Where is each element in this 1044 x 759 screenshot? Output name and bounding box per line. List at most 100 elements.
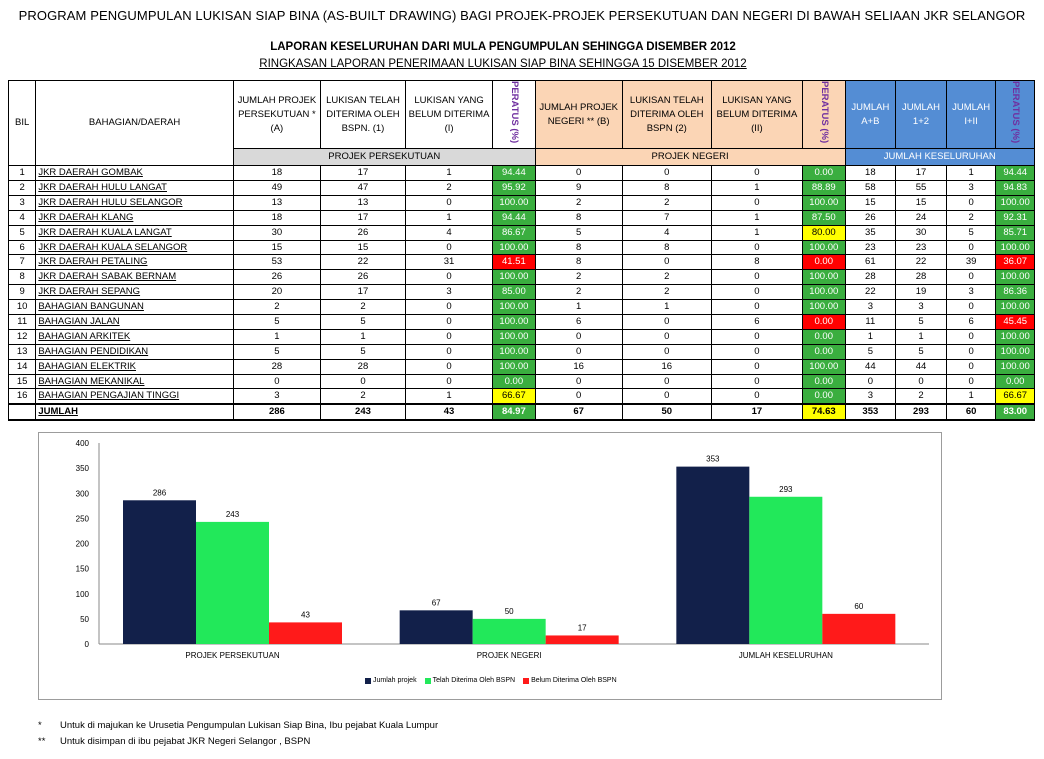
cell-bil: 13 <box>7 343 37 360</box>
y-tick-label: 0 <box>85 640 90 649</box>
cell-t12: 55 <box>895 180 947 196</box>
total-b: 67 <box>534 403 623 422</box>
cell-nii: 0 <box>710 328 803 345</box>
cell-nii: 0 <box>710 239 803 256</box>
cell-p3: 100.00 <box>995 269 1035 286</box>
cell-t12: 0 <box>895 373 947 390</box>
x-category-label: PROJEK NEGERI <box>477 651 542 660</box>
bar-value-label: 50 <box>505 607 514 616</box>
cell-nii: 6 <box>710 314 803 330</box>
table-row: 11 BAHAGIAN JALAN 5 5 0 100.00 6 0 6 0.00 11 5 6 45.4… <box>7 314 1035 330</box>
cell-n2: 4 <box>621 224 712 241</box>
cell-b: 1 <box>534 299 623 316</box>
cell-fi: 0 <box>404 358 494 375</box>
cell-bil: 7 <box>7 254 37 271</box>
legend-item: Telah Diterima Oleh BSPN <box>424 677 515 684</box>
header-fed-a: JUMLAH PROJEK PERSEKUTUAN * (A) <box>232 79 321 150</box>
header-tot-ab: JUMLAH A+B <box>844 79 897 150</box>
cell-p3: 100.00 <box>995 194 1035 211</box>
total-nii: 17 <box>710 403 803 422</box>
cell-ab: 23 <box>844 239 897 256</box>
cell-p1: 95.92 <box>492 180 536 196</box>
cell-tiii: 39 <box>945 254 997 271</box>
cell-bil: 10 <box>7 299 37 316</box>
cell-fi: 1 <box>404 209 494 226</box>
legend-item: Jumlah projek <box>365 677 417 684</box>
table-row: 9 JKR DAERAH SEPANG 20 17 3 85.00 2 2 0 100.00 22 1… <box>7 284 1035 301</box>
cell-a: 26 <box>232 269 321 286</box>
cell-bil: 6 <box>7 239 37 256</box>
cell-nii: 0 <box>710 343 803 360</box>
cell-nii: 0 <box>710 269 803 286</box>
cell-nii: 0 <box>710 165 803 181</box>
cell-f1: 5 <box>319 314 407 330</box>
cell-nii: 0 <box>710 194 803 211</box>
table-row: 6 JKR DAERAH KUALA SELANGOR 15 15 0 100.00 8 8 0… <box>7 239 1035 256</box>
cell-name: JKR DAERAH SEPANG <box>35 284 234 301</box>
cell-p3: 100.00 <box>995 239 1035 256</box>
cell-name: BAHAGIAN BANGUNAN <box>35 299 234 316</box>
cell-t12: 5 <box>895 343 947 360</box>
cell-b: 2 <box>534 194 623 211</box>
cell-b: 0 <box>534 388 623 405</box>
cell-name: BAHAGIAN ELEKTRIK <box>35 358 234 375</box>
cell-p1: 100.00 <box>492 358 536 375</box>
cell-p1: 100.00 <box>492 328 536 345</box>
legend-label: Belum Diterima Oleh BSPN <box>531 677 617 684</box>
cell-f1: 17 <box>319 209 407 226</box>
cell-p2: 100.00 <box>801 239 846 256</box>
bar-value-label: 67 <box>432 598 441 607</box>
cell-p2: 0.00 <box>801 388 846 405</box>
cell-f1: 26 <box>319 269 407 286</box>
cell-tiii: 0 <box>945 239 997 256</box>
cell-ab: 3 <box>844 388 897 405</box>
cell-ab: 58 <box>844 180 897 196</box>
cell-f1: 15 <box>319 239 407 256</box>
cell-p1: 66.67 <box>492 388 536 405</box>
cell-tiii: 0 <box>945 373 997 390</box>
bar <box>676 466 750 644</box>
cell-p3: 100.00 <box>995 343 1035 360</box>
y-tick-label: 150 <box>76 565 90 574</box>
cell-fi: 0 <box>404 269 494 286</box>
bar <box>822 613 896 644</box>
header-neg-2: LUKISAN TELAH DITERIMA OLEH BSPN (2) <box>621 79 712 150</box>
cell-tiii: 1 <box>945 388 997 405</box>
cell-b: 0 <box>534 165 623 181</box>
cell-p2: 100.00 <box>801 358 846 375</box>
cell-t12: 5 <box>895 314 947 330</box>
cell-tiii: 1 <box>945 165 997 181</box>
table-row: 7 JKR DAERAH PETALING 53 22 31 41.51 8 0 8 0.00 61… <box>7 254 1035 271</box>
cell-nii: 0 <box>710 284 803 301</box>
cell-a: 3 <box>232 388 321 405</box>
bar-value-label: 60 <box>854 602 863 611</box>
cell-f1: 0 <box>319 373 407 390</box>
cell-b: 16 <box>534 358 623 375</box>
cell-name: JUMLAH <box>35 403 234 422</box>
bar <box>399 610 473 644</box>
cell-a: 20 <box>232 284 321 301</box>
cell-fi: 0 <box>404 373 494 390</box>
footnote-text: Untuk disimpan di ibu pejabat JKR Negeri… <box>60 736 311 747</box>
cell-ab: 11 <box>844 314 897 330</box>
cell-nii: 0 <box>710 373 803 390</box>
cell-bil: 11 <box>7 314 37 330</box>
bar <box>545 635 619 644</box>
y-tick-label: 50 <box>80 615 89 624</box>
bar <box>123 500 196 644</box>
cell-nii: 0 <box>710 388 803 405</box>
cell-p1: 94.44 <box>492 165 536 181</box>
cell-fi: 1 <box>404 165 494 181</box>
cell-f1: 13 <box>319 194 407 211</box>
bar <box>196 521 269 644</box>
footnotes: * Untuk di majukan ke Urusetia Pengumpula… <box>38 718 438 750</box>
header-neg-ii: LUKISAN YANG BELUM DITERIMA (II) <box>710 79 803 150</box>
cell-a: 18 <box>232 209 321 226</box>
header-fed-i: LUKISAN YANG BELUM DITERIMA (I) <box>404 79 494 150</box>
cell-a: 49 <box>232 180 321 196</box>
cell-p3: 45.45 <box>995 314 1035 330</box>
cell-tiii: 0 <box>945 194 997 211</box>
total-n2: 50 <box>621 403 712 422</box>
y-tick-label: 100 <box>76 590 90 599</box>
cell-p2: 0.00 <box>801 254 846 271</box>
